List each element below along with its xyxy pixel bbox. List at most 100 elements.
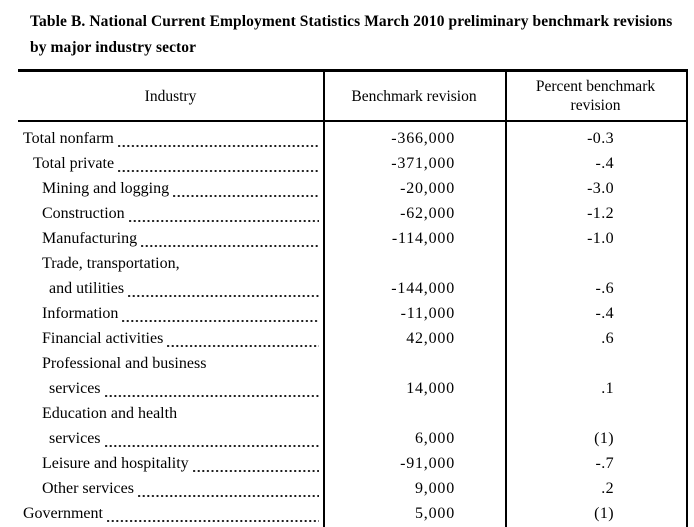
table-row: Government 5,000 (1) (18, 501, 686, 526)
percent-revision-value: -.6 (595, 280, 614, 297)
industry-cell: Information (18, 301, 323, 326)
percent-revision-value: -1.2 (587, 205, 614, 222)
industry-label: Other services (42, 480, 134, 497)
percent-revision-value: (1) (594, 430, 614, 447)
dot-leader (137, 494, 319, 497)
benchmark-revision-value: 9,000 (415, 480, 455, 497)
dot-leader (173, 194, 319, 197)
industry-cell: services (18, 426, 323, 451)
dot-leader (104, 444, 319, 447)
table-row: Mining and logging -20,000 -3.0 (18, 176, 686, 201)
benchmark-revision-value: -371,000 (391, 155, 455, 172)
table-row: Total private -371,000 -.4 (18, 151, 686, 176)
dot-leader (128, 294, 319, 297)
dot-leader (122, 319, 319, 322)
table-row: services 14,000 .1 (18, 376, 686, 401)
industry-cell: Manufacturing (18, 226, 323, 251)
dot-leader (192, 469, 319, 472)
industry-cell: Mining and logging (18, 176, 323, 201)
dot-leader (117, 144, 319, 147)
benchmark-revision-value: -366,000 (391, 130, 455, 147)
column-header-benchmark-revision: Benchmark revision (351, 87, 477, 105)
industry-label: Total nonfarm (23, 130, 114, 147)
dot-leader (106, 519, 319, 522)
document-page: Table B. National Current Employment Sta… (0, 9, 694, 527)
column-header-percent-benchmark-revision: Percent benchmark revision (535, 78, 656, 114)
industry-cell: services (18, 376, 323, 401)
table-row: Leisure and hospitality -91,000 -.7 (18, 451, 686, 476)
benchmark-revision-value: -11,000 (400, 305, 455, 322)
percent-revision-value: -1.0 (587, 230, 614, 247)
industry-label: Construction (42, 205, 125, 222)
industry-label: Trade, transportation, (42, 255, 180, 272)
industry-cell: Construction (18, 201, 323, 226)
industry-label: services (49, 430, 101, 447)
table-title: Table B. National Current Employment Sta… (30, 13, 673, 56)
dot-leader (141, 244, 319, 247)
industry-label: services (49, 380, 101, 397)
industry-label: and utilities (49, 280, 125, 297)
industry-label: Education and health (42, 405, 178, 422)
industry-label: Professional and business (42, 355, 207, 372)
percent-revision-value: -0.3 (587, 130, 614, 147)
dot-leader (118, 169, 319, 172)
table-row: Information -11,000 -.4 (18, 301, 686, 326)
benchmark-revision-value: -20,000 (400, 180, 455, 197)
dot-leader (167, 344, 319, 347)
industry-cell: Financial activities (18, 326, 323, 351)
table-row: Other services 9,000 .2 (18, 476, 686, 501)
table-row: and utilities -144,000 -.6 (18, 276, 686, 301)
dot-leader (104, 394, 319, 397)
benchmark-revision-value: -144,000 (391, 280, 455, 297)
column-divider-2 (505, 72, 507, 527)
percent-revision-value (505, 351, 686, 376)
column-header-industry: Industry (144, 87, 197, 105)
benchmark-revision-value: -91,000 (400, 455, 455, 472)
percent-revision-value (505, 401, 686, 426)
industry-label: Total private (33, 155, 115, 172)
industry-cell: Leisure and hospitality (18, 451, 323, 476)
benchmark-revision-value: -62,000 (400, 205, 455, 222)
percent-revision-value: (1) (594, 505, 614, 522)
industry-label: Mining and logging (42, 180, 170, 197)
industry-cell: Professional and business (18, 351, 323, 376)
table-row: Professional and business (18, 351, 686, 376)
percent-revision-value: .1 (601, 380, 614, 397)
table-row: Financial activities 42,000 .6 (18, 326, 686, 351)
percent-revision-value: .2 (601, 480, 614, 497)
industry-label: Manufacturing (42, 230, 138, 247)
benchmark-revision-value: 42,000 (406, 330, 455, 347)
table-row: Construction -62,000 -1.2 (18, 201, 686, 226)
percent-revision-value: -3.0 (587, 180, 614, 197)
table-row: Trade, transportation, (18, 251, 686, 276)
table-row: services 6,000 (1) (18, 426, 686, 451)
percent-revision-value: -.7 (595, 455, 614, 472)
percent-revision-value: .6 (601, 330, 614, 347)
benchmark-revision-value: 14,000 (406, 380, 455, 397)
industry-label: Information (42, 305, 119, 322)
benchmark-revision-value (323, 251, 505, 276)
industry-label: Leisure and hospitality (42, 455, 189, 472)
industry-cell: Trade, transportation, (18, 251, 323, 276)
table-body: Total nonfarm -366,000 -0.3 Total private -3… (18, 122, 686, 527)
table-row: Manufacturing -114,000 -1.0 (18, 226, 686, 251)
industry-cell: Total private (18, 151, 323, 176)
benchmark-revision-value: 5,000 (415, 505, 455, 522)
benchmark-revisions-table: Industry Benchmark revision Percent benc… (18, 69, 688, 527)
percent-revision-value (505, 251, 686, 276)
table-row: Total nonfarm -366,000 -0.3 (18, 126, 686, 151)
industry-cell: Other services (18, 476, 323, 501)
percent-revision-value: -.4 (595, 305, 614, 322)
column-divider-1 (323, 72, 325, 527)
table-header-row: Industry Benchmark revision Percent benc… (18, 72, 686, 122)
benchmark-revision-value (323, 401, 505, 426)
benchmark-revision-value: 6,000 (415, 430, 455, 447)
industry-cell: Total nonfarm (18, 126, 323, 151)
percent-revision-value: -.4 (595, 155, 614, 172)
industry-label: Financial activities (42, 330, 164, 347)
industry-cell: Government (18, 501, 323, 526)
industry-cell: Education and health (18, 401, 323, 426)
dot-leader (128, 219, 319, 222)
benchmark-revision-value: -114,000 (391, 230, 455, 247)
benchmark-revision-value (323, 351, 505, 376)
